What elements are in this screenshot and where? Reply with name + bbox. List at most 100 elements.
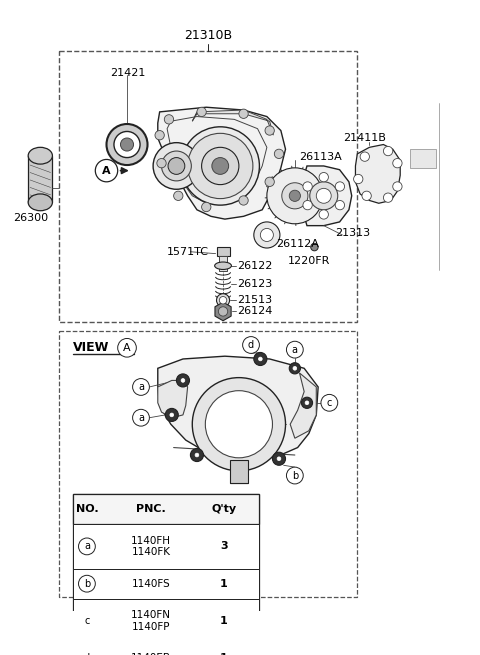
Circle shape	[362, 191, 372, 200]
Circle shape	[79, 650, 96, 655]
Circle shape	[303, 200, 312, 210]
Text: a: a	[138, 382, 144, 392]
Circle shape	[216, 293, 229, 307]
Circle shape	[258, 357, 262, 361]
Text: a: a	[138, 413, 144, 422]
Text: c: c	[327, 398, 332, 408]
Circle shape	[195, 453, 199, 457]
Text: 1140FH
1140FK: 1140FH 1140FK	[131, 536, 171, 557]
Bar	[73, 524, 259, 569]
Circle shape	[192, 378, 286, 471]
Text: 1220FR: 1220FR	[288, 256, 331, 266]
Circle shape	[219, 297, 227, 304]
Circle shape	[118, 339, 136, 357]
Bar	[28, 156, 52, 202]
Circle shape	[161, 151, 192, 181]
Text: 26123: 26123	[237, 280, 272, 290]
Text: 1140FN
1140FP: 1140FN 1140FP	[131, 610, 171, 632]
Circle shape	[107, 124, 147, 165]
Circle shape	[174, 191, 183, 200]
Text: 26112A: 26112A	[276, 239, 319, 250]
Circle shape	[293, 366, 297, 370]
Bar	[73, 643, 259, 655]
Circle shape	[275, 149, 284, 159]
Text: d: d	[248, 340, 254, 350]
Polygon shape	[388, 88, 456, 326]
Polygon shape	[215, 302, 231, 321]
Circle shape	[393, 159, 402, 168]
Bar	[73, 494, 259, 524]
Text: VIEW: VIEW	[73, 341, 109, 354]
Circle shape	[360, 152, 370, 161]
Polygon shape	[158, 381, 188, 418]
Circle shape	[303, 182, 312, 191]
Text: 21313: 21313	[335, 228, 370, 238]
Text: 21421: 21421	[110, 68, 145, 78]
Circle shape	[267, 168, 323, 224]
Text: 1: 1	[220, 616, 228, 626]
Circle shape	[205, 390, 273, 458]
Text: 1140EB: 1140EB	[131, 653, 171, 655]
Text: 1140FS: 1140FS	[132, 578, 170, 589]
Circle shape	[301, 397, 312, 409]
Circle shape	[305, 401, 309, 405]
Circle shape	[202, 147, 239, 185]
Bar	[409, 149, 436, 168]
Bar	[73, 494, 259, 643]
Circle shape	[282, 183, 308, 209]
Circle shape	[153, 143, 200, 189]
Circle shape	[316, 189, 331, 203]
Text: 26113A: 26113A	[300, 152, 342, 162]
Text: b: b	[84, 578, 90, 589]
Circle shape	[254, 222, 280, 248]
Circle shape	[218, 307, 228, 316]
Polygon shape	[192, 110, 274, 135]
Circle shape	[310, 182, 338, 210]
Circle shape	[155, 130, 164, 140]
Circle shape	[132, 379, 149, 396]
Circle shape	[191, 449, 204, 462]
Circle shape	[277, 457, 281, 460]
Text: d: d	[84, 653, 90, 655]
Circle shape	[273, 452, 286, 465]
Circle shape	[260, 229, 274, 242]
Polygon shape	[158, 107, 286, 219]
Bar	[59, 331, 357, 597]
Circle shape	[168, 158, 185, 174]
Text: PNC.: PNC.	[136, 504, 166, 514]
Circle shape	[287, 467, 303, 484]
Text: A: A	[102, 166, 111, 176]
Circle shape	[384, 193, 393, 202]
Text: 26300: 26300	[13, 213, 48, 223]
Circle shape	[79, 575, 96, 592]
Ellipse shape	[28, 194, 52, 211]
Circle shape	[254, 352, 267, 365]
Circle shape	[165, 409, 178, 421]
Text: 1: 1	[220, 578, 228, 589]
Circle shape	[164, 115, 174, 124]
Circle shape	[202, 202, 211, 212]
Text: 1: 1	[220, 653, 228, 655]
Circle shape	[132, 409, 149, 426]
Circle shape	[157, 159, 166, 168]
Text: 26124: 26124	[237, 307, 273, 316]
Polygon shape	[356, 145, 400, 203]
Circle shape	[242, 337, 259, 354]
Text: 1571TC: 1571TC	[167, 247, 209, 257]
Circle shape	[265, 177, 275, 187]
Ellipse shape	[28, 147, 52, 164]
Text: a: a	[84, 542, 90, 552]
Bar	[59, 51, 357, 322]
Circle shape	[79, 612, 96, 629]
Text: 21513: 21513	[237, 295, 272, 305]
Circle shape	[321, 394, 338, 411]
Bar	[73, 569, 259, 599]
Circle shape	[177, 374, 190, 387]
Circle shape	[197, 107, 206, 117]
Text: c: c	[84, 616, 90, 626]
Text: b: b	[292, 470, 298, 481]
Text: 21411B: 21411B	[343, 133, 386, 143]
Circle shape	[212, 158, 228, 174]
Text: a: a	[292, 345, 298, 354]
Circle shape	[120, 138, 133, 151]
